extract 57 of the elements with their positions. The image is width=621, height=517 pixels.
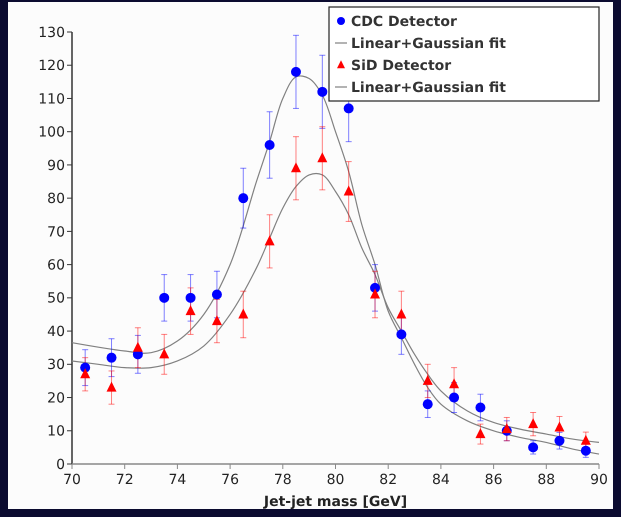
legend-label: Linear+Gaussian fit (351, 36, 506, 52)
legend-label: Linear+Gaussian fit (351, 80, 506, 96)
point (290, 66, 301, 77)
x-tick-label: 74 (168, 472, 186, 488)
x-tick-label: 82 (379, 472, 398, 488)
legend-label: CDC Detector (351, 14, 457, 30)
point (238, 308, 248, 318)
y-tick-label: 0 (56, 456, 65, 473)
y-tick-label: 80 (47, 191, 65, 208)
y-tick-label: 70 (47, 224, 65, 240)
point (502, 423, 512, 434)
point (290, 162, 301, 172)
y-tick-label: 100 (38, 124, 65, 141)
y-tick-label: 120 (38, 58, 65, 74)
point (449, 392, 460, 403)
x-tick-label: 88 (537, 472, 556, 488)
x-tick-label: 76 (221, 472, 240, 488)
y-tick-label: 50 (47, 290, 65, 307)
point (554, 436, 564, 446)
x-tick-label: 70 (63, 472, 81, 488)
point (106, 382, 117, 392)
y-tick-label: 90 (47, 158, 65, 174)
point (106, 352, 117, 363)
point (317, 152, 328, 162)
x-tick-label: 78 (274, 472, 292, 488)
x-tick-label: 90 (590, 472, 608, 488)
y-tick-label: 20 (47, 390, 65, 406)
point (264, 235, 275, 246)
point (475, 428, 486, 438)
point (186, 292, 196, 303)
point (475, 402, 486, 413)
y-tick-label: 130 (38, 24, 65, 41)
point (528, 442, 538, 452)
point (186, 305, 196, 316)
y-tick-label: 60 (47, 258, 65, 274)
point (344, 103, 354, 114)
point (159, 292, 170, 303)
x-tick-label: 72 (116, 472, 134, 488)
point (132, 342, 143, 352)
y-tick-label: 10 (47, 424, 65, 440)
point (344, 186, 354, 196)
point (159, 348, 170, 358)
y-tick-label: 30 (47, 357, 65, 374)
y-tick-label: 40 (47, 324, 65, 340)
point (370, 288, 380, 299)
point (422, 374, 433, 385)
y-tick-label: 110 (38, 91, 65, 108)
x-tick-label: 84 (432, 472, 450, 488)
point (80, 368, 90, 378)
point (528, 418, 538, 428)
x-axis-title: Jet-jet mass [GeV] (262, 494, 408, 510)
legend-label: SiD Detector (351, 58, 452, 74)
x-tick-label: 86 (484, 472, 503, 488)
point (264, 140, 275, 150)
x-tick-label: 80 (326, 472, 344, 488)
point (317, 86, 328, 97)
point (238, 193, 248, 204)
